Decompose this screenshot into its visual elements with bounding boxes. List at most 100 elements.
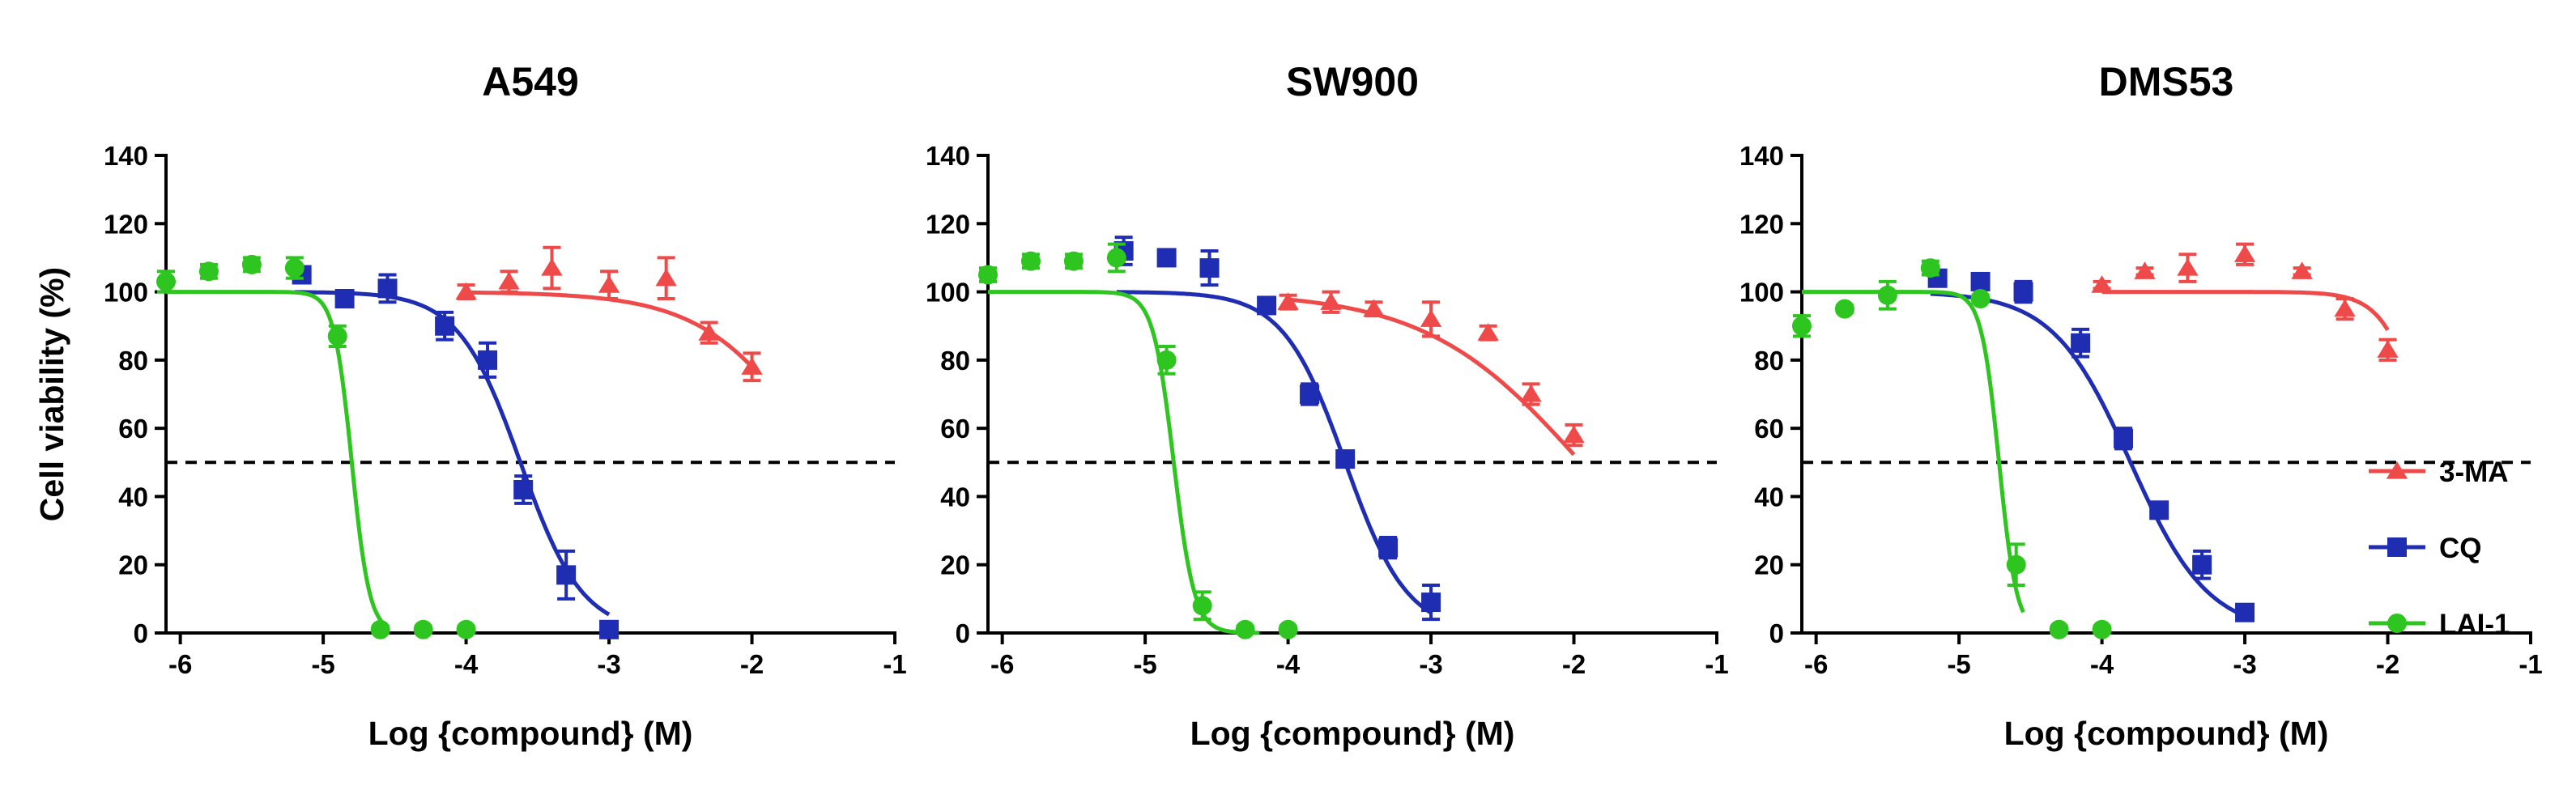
x-axis-label: Log {compound} (M): [368, 715, 693, 752]
data-point-lai-1: [241, 254, 262, 274]
data-point-lai-1: [1020, 251, 1041, 271]
y-tick-label: 60: [1754, 414, 1784, 444]
y-tick-label: 40: [940, 482, 970, 512]
series-lai-1: [978, 242, 1298, 639]
legend-marker-cq: [2387, 537, 2407, 557]
y-tick-label: 100: [104, 278, 148, 308]
y-tick-label: 80: [1754, 346, 1784, 376]
y-tick-label: 20: [940, 550, 970, 580]
data-point-3-ma: [2177, 258, 2199, 276]
series-cq: [1113, 236, 1441, 622]
legend-label-lai-1: LAI-1: [2439, 609, 2510, 640]
y-tick-label: 100: [1739, 278, 1784, 308]
y-tick-label: 120: [104, 209, 148, 239]
data-point-lai-1: [2049, 619, 2069, 639]
x-tick-label: -4: [2090, 649, 2114, 679]
data-point-3-ma: [2091, 275, 2113, 293]
data-point-cq: [2192, 554, 2212, 575]
data-point-cq: [599, 619, 620, 639]
y-tick-label: 40: [1754, 482, 1784, 512]
data-point-cq: [478, 350, 498, 370]
data-point-lai-1: [327, 326, 347, 346]
data-point-cq: [1300, 384, 1320, 404]
y-tick-label: 40: [118, 482, 148, 512]
series-3-ma: [2091, 242, 2399, 362]
data-point-3-ma: [2334, 299, 2356, 317]
y-tick-label: 140: [926, 141, 970, 171]
data-point-cq: [2071, 333, 2091, 353]
data-point-cq: [1421, 592, 1441, 613]
x-axis-label: Log {compound} (M): [2004, 715, 2329, 752]
fit-curve-cq: [1116, 290, 1433, 615]
data-point-lai-1: [1920, 258, 1940, 278]
y-tick-label: 0: [956, 618, 970, 648]
data-point-3-ma: [2233, 244, 2256, 262]
x-tick-label: -1: [2519, 649, 2542, 679]
y-tick-label: 20: [1754, 550, 1784, 580]
data-point-lai-1: [978, 265, 998, 285]
data-point-lai-1: [1156, 350, 1177, 370]
data-point-lai-1: [1192, 596, 1212, 616]
fit-curve-3-ma: [2101, 290, 2390, 332]
x-tick-label: -5: [1947, 649, 1970, 679]
data-point-3-ma: [1363, 299, 1385, 317]
series-3-ma: [455, 245, 763, 383]
data-point-lai-1: [413, 619, 433, 639]
data-point-cq: [1199, 258, 1220, 278]
fit-curve-lai-1: [166, 290, 389, 629]
y-tick-label: 0: [134, 618, 148, 648]
data-point-3-ma: [2134, 261, 2156, 279]
data-point-3-ma: [2377, 340, 2399, 358]
data-point-cq: [2149, 500, 2169, 520]
y-tick-label: 0: [1769, 618, 1784, 648]
x-tick-label: -1: [1705, 649, 1728, 679]
data-point-lai-1: [1278, 619, 1298, 639]
data-point-3-ma: [655, 268, 677, 287]
data-point-cq: [334, 289, 355, 308]
series-lai-1: [156, 254, 476, 639]
fit-curve-lai-1: [988, 290, 1260, 635]
series-3-ma: [1277, 290, 1585, 457]
chart-panel-dms53: DMS53 0 20 40 60 80 100 120 140 -6 -5 -4 -3 -2 -1 Log {…: [1739, 59, 2543, 752]
y-tick-label: 60: [118, 414, 148, 444]
x-tick-label: -3: [597, 649, 620, 679]
data-point-cq: [1378, 537, 1399, 558]
y-tick-label: 120: [926, 209, 970, 239]
data-point-3-ma: [498, 271, 520, 290]
data-point-3-ma: [741, 357, 763, 375]
legend-label-3-ma: 3-MA: [2439, 457, 2509, 488]
legend: 3-MA CQ LAI-1: [2369, 457, 2510, 640]
x-tick-label: -6: [990, 649, 1014, 679]
y-tick-label: 20: [118, 550, 148, 580]
fit-curve-lai-1: [1802, 290, 2025, 614]
y-tick-label: 80: [118, 346, 148, 376]
data-point-lai-1: [284, 258, 304, 278]
data-point-lai-1: [456, 619, 476, 639]
data-point-cq: [1970, 271, 1991, 291]
data-point-cq: [2114, 428, 2134, 448]
data-point-cq: [1335, 449, 1356, 469]
chart-title: SW900: [1286, 59, 1419, 104]
x-axis-label: Log {compound} (M): [1190, 715, 1515, 752]
x-tick-label: -4: [454, 649, 479, 679]
data-point-cq: [1156, 248, 1177, 268]
data-point-cq: [377, 278, 398, 299]
y-axis-label: Cell viability (%): [33, 267, 70, 521]
data-point-cq: [513, 480, 534, 499]
data-point-cq: [2013, 282, 2033, 302]
data-point-lai-1: [2092, 619, 2112, 639]
chart-title: A549: [482, 59, 579, 104]
chart-panel-a549: A549 0 20 40 60 80 100 120 140 -6 -5 -4 -3 -2 -1 Log {c…: [33, 59, 907, 752]
series-lai-1: [1792, 258, 2112, 639]
x-tick-label: -3: [1419, 649, 1442, 679]
data-point-lai-1: [2006, 554, 2026, 575]
data-point-lai-1: [1877, 285, 1897, 305]
series-cq: [292, 265, 620, 639]
data-point-3-ma: [1477, 323, 1499, 341]
data-point-cq: [435, 316, 455, 336]
x-tick-label: -1: [883, 649, 906, 679]
data-point-3-ma: [1320, 292, 1342, 310]
data-point-lai-1: [1106, 248, 1126, 268]
data-point-3-ma: [698, 323, 720, 341]
